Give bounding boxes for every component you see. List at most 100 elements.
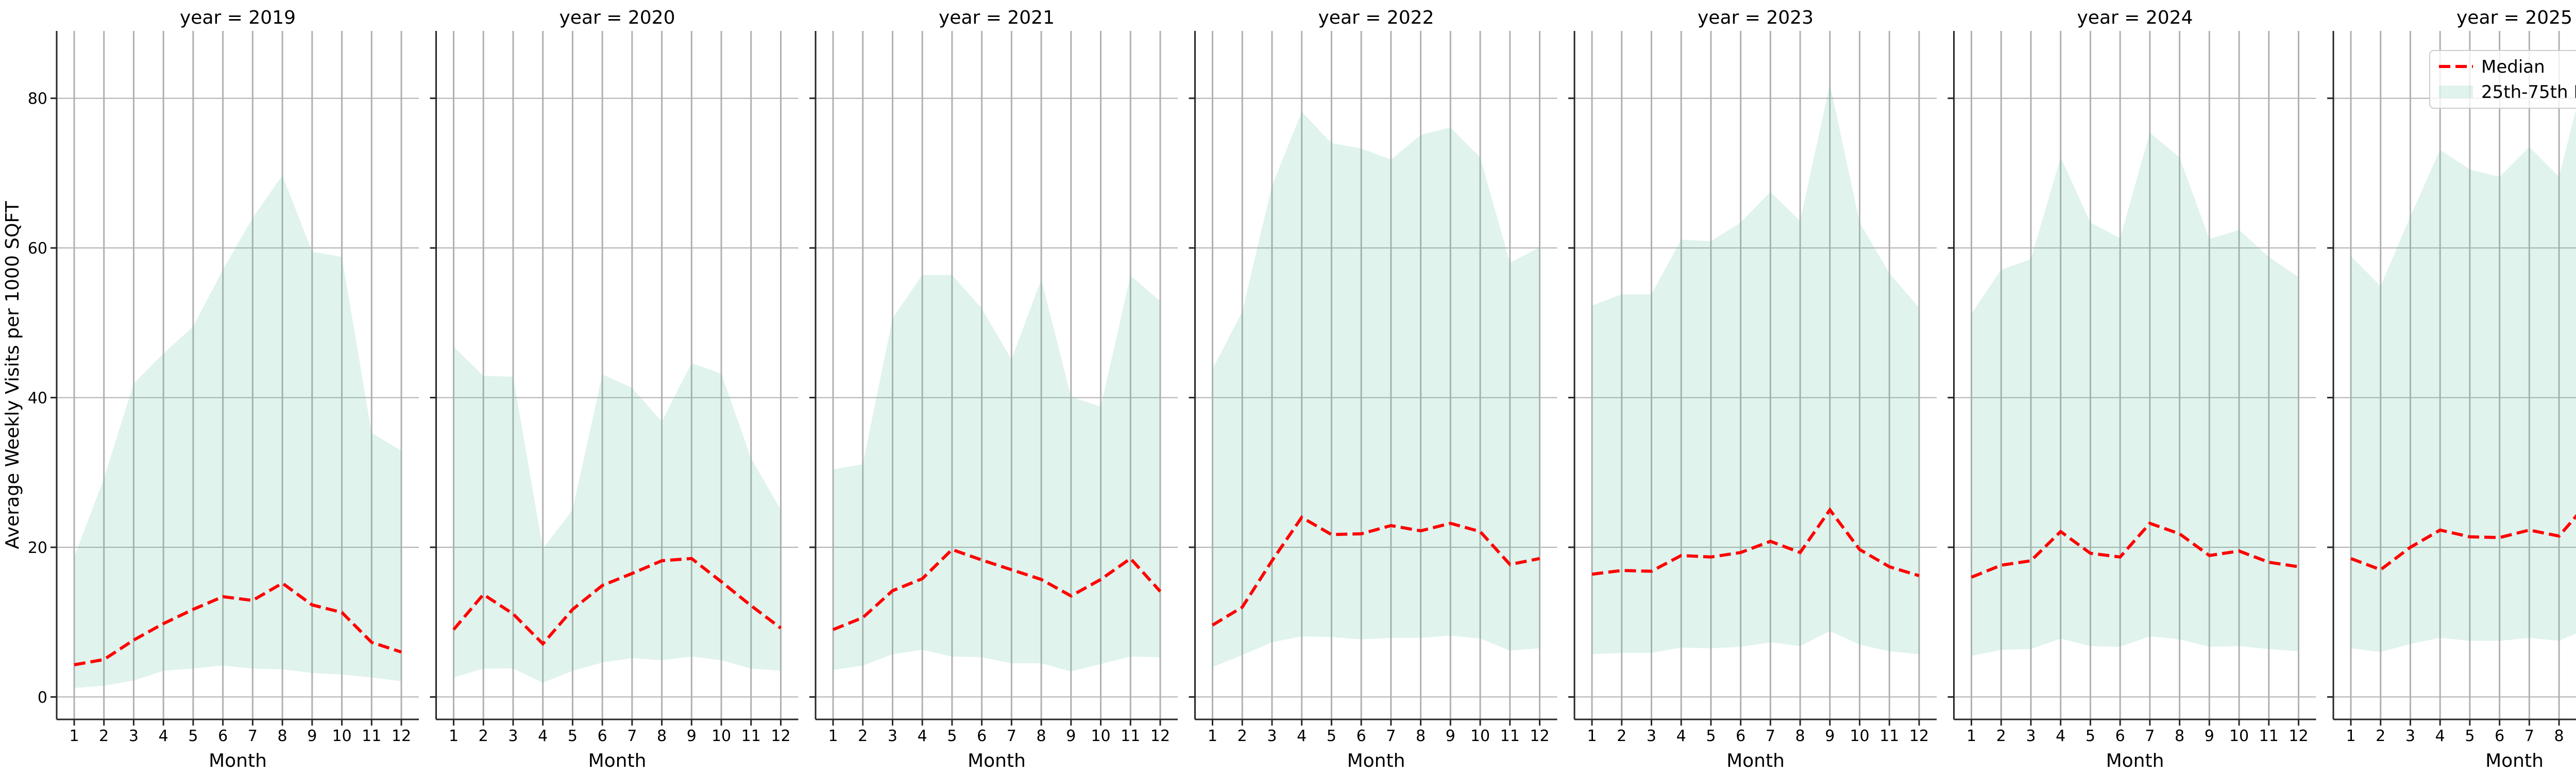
x-tick-label: 9 xyxy=(1446,727,1455,745)
x-tick-label: 2 xyxy=(858,727,868,745)
x-tick-label: 3 xyxy=(888,727,897,745)
x-axis-label: Month xyxy=(209,750,267,771)
x-tick-label: 12 xyxy=(1530,727,1549,745)
legend: Median 25th-75th Percentile xyxy=(2429,50,2576,109)
median-line xyxy=(1591,507,1920,578)
percentile-band xyxy=(453,346,781,683)
x-tick-label: 3 xyxy=(2026,727,2036,745)
x-tick-label: 1 xyxy=(69,727,79,745)
x-tick-label: 3 xyxy=(129,727,139,745)
median-line xyxy=(1211,515,1540,627)
x-tick-label: 3 xyxy=(2405,727,2415,745)
x-tick-label: 9 xyxy=(687,727,697,745)
x-tick-label: 8 xyxy=(1037,727,1046,745)
x-tick-label: 3 xyxy=(1267,727,1277,745)
x-tick-label: 8 xyxy=(278,727,287,745)
x-tick-label: 9 xyxy=(2205,727,2214,745)
x-tick-label: 4 xyxy=(2435,727,2445,745)
y-tick-label: 40 xyxy=(28,390,47,408)
legend-median-label: Median xyxy=(2481,57,2545,77)
percentile-band xyxy=(1971,132,2299,656)
x-tick-label: 9 xyxy=(1066,727,1076,745)
percentile-band xyxy=(1212,111,1540,667)
x-tick-label: 7 xyxy=(1007,727,1016,745)
x-tick-label: 1 xyxy=(1208,727,1217,745)
x-tick-label: 2 xyxy=(1996,727,2006,745)
x-tick-label: 6 xyxy=(1736,727,1745,745)
x-tick-label: 4 xyxy=(538,727,548,745)
x-tick-label: 5 xyxy=(188,727,198,745)
x-tick-label: 7 xyxy=(1766,727,1775,745)
median-line xyxy=(452,557,782,646)
x-tick-label: 11 xyxy=(362,727,381,745)
y-tick-label: 20 xyxy=(28,539,47,557)
x-tick-label: 3 xyxy=(1647,727,1656,745)
x-tick-label: 10 xyxy=(1091,727,1110,745)
panel-title: year = 2020 xyxy=(560,7,675,28)
x-tick-label: 5 xyxy=(2465,727,2475,745)
x-tick-label: 10 xyxy=(1850,727,1869,745)
panel-title: year = 2024 xyxy=(2077,7,2193,28)
median-line xyxy=(1971,522,2299,579)
x-tick-label: 2 xyxy=(1617,727,1626,745)
x-tick-label: 6 xyxy=(977,727,987,745)
x-tick-label: 12 xyxy=(392,727,411,745)
x-tick-label: 5 xyxy=(2086,727,2095,745)
x-tick-label: 11 xyxy=(741,727,761,745)
x-tick-label: 10 xyxy=(1470,727,1490,745)
x-tick-label: 4 xyxy=(1676,727,1686,745)
x-tick-label: 12 xyxy=(1909,727,1929,745)
panel-title: year = 2019 xyxy=(180,7,296,28)
x-tick-label: 7 xyxy=(2524,727,2534,745)
x-tick-label: 3 xyxy=(508,727,518,745)
y-tick-label: 80 xyxy=(28,90,47,108)
x-axis-label: Month xyxy=(968,750,1026,771)
x-tick-label: 7 xyxy=(1386,727,1396,745)
panel-title: year = 2023 xyxy=(1698,7,1814,28)
percentile-band xyxy=(1592,84,1919,654)
x-axis-label: Month xyxy=(2106,750,2164,771)
legend-band-swatch xyxy=(2439,86,2473,98)
x-tick-label: 5 xyxy=(1327,727,1336,745)
percentile-band xyxy=(2351,109,2576,652)
x-axis-label: Month xyxy=(1347,750,1405,771)
x-tick-label: 1 xyxy=(1967,727,1976,745)
x-tick-label: 4 xyxy=(159,727,168,745)
x-tick-label: 6 xyxy=(218,727,228,745)
x-tick-label: 5 xyxy=(947,727,957,745)
x-tick-label: 11 xyxy=(1121,727,1140,745)
x-tick-label: 4 xyxy=(2056,727,2065,745)
x-tick-label: 1 xyxy=(2346,727,2355,745)
x-tick-label: 10 xyxy=(2229,727,2249,745)
x-tick-label: 2 xyxy=(2376,727,2385,745)
median-line xyxy=(832,547,1162,631)
x-tick-label: 7 xyxy=(627,727,637,745)
panel-title: year = 2025 xyxy=(2456,7,2572,28)
panel-title: year = 2021 xyxy=(939,7,1055,28)
x-axis-label: Month xyxy=(588,750,647,771)
x-tick-label: 12 xyxy=(771,727,790,745)
x-tick-label: 6 xyxy=(2495,727,2504,745)
x-axis-label: Month xyxy=(1726,750,1785,771)
panel-title: year = 2022 xyxy=(1318,7,1434,28)
x-tick-label: 9 xyxy=(307,727,317,745)
x-tick-label: 7 xyxy=(248,727,258,745)
x-tick-label: 8 xyxy=(2554,727,2564,745)
percentile-band xyxy=(833,275,1160,672)
x-tick-label: 8 xyxy=(2175,727,2184,745)
x-tick-label: 8 xyxy=(657,727,667,745)
y-tick-label: 0 xyxy=(38,688,47,707)
x-tick-label: 1 xyxy=(449,727,459,745)
x-tick-label: 12 xyxy=(2289,727,2308,745)
x-tick-label: 7 xyxy=(2145,727,2155,745)
x-tick-label: 1 xyxy=(828,727,838,745)
x-tick-label: 9 xyxy=(1825,727,1835,745)
legend-band-label: 25th-75th Percentile xyxy=(2481,82,2576,103)
